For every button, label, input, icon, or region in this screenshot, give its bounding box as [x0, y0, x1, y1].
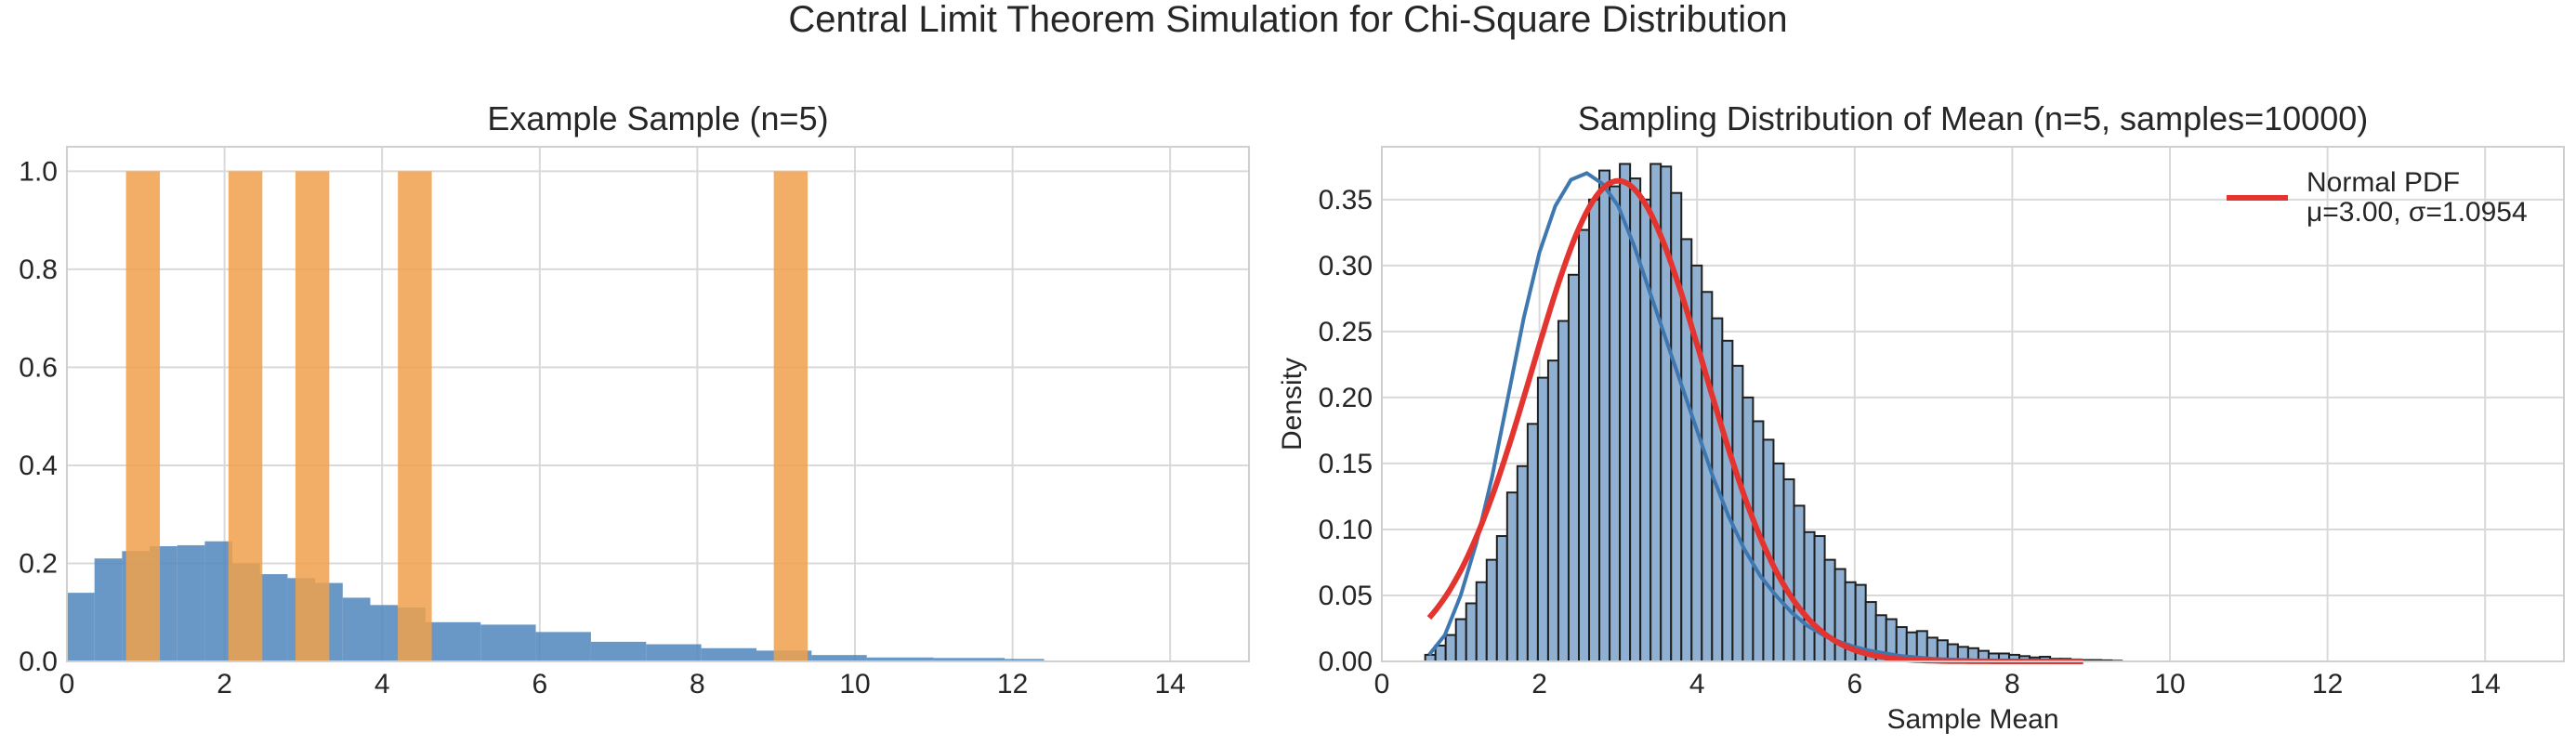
- sampling-bar: [1465, 602, 1478, 662]
- left-xtick-label: 8: [690, 669, 705, 699]
- sample-bar: [228, 171, 263, 661]
- population-bar: [811, 655, 867, 661]
- left-xtick-label: 0: [59, 669, 75, 699]
- sample-bar: [295, 171, 330, 661]
- sample-bar: [398, 171, 432, 661]
- sampling-bar: [1588, 198, 1601, 662]
- right-xtick-label: 12: [2312, 669, 2343, 699]
- sampling-bar: [1598, 169, 1611, 663]
- right-ytick-label: 0.20: [1319, 383, 1373, 413]
- sampling-bar: [1567, 273, 1580, 662]
- sample-histogram: [125, 171, 808, 661]
- sampling-bar: [1619, 163, 1632, 662]
- right-xtick-label: 0: [1374, 669, 1390, 699]
- left-ytick-label: 0.4: [19, 451, 58, 481]
- population-bar: [701, 647, 756, 661]
- right-ytick-label: 0.35: [1319, 185, 1373, 216]
- right-ytick-label: 0.05: [1319, 581, 1373, 611]
- sampling-bar: [1475, 581, 1488, 662]
- sampling-bar: [1546, 359, 1559, 662]
- legend: Normal PDF μ=3.00, σ=1.0954: [2227, 167, 2528, 228]
- panel-example-sample: 0 2 4 6 8 10 12 14 0.0 0.2 0.4 0.6 0.8 1.0 Example Sa…: [19, 99, 1250, 699]
- left-ytick-label: 0.2: [19, 548, 58, 579]
- sampling-bar: [1444, 634, 1457, 662]
- population-bar: [933, 658, 1005, 661]
- spine-right: [1381, 146, 2565, 662]
- left-ytick-label: 0.6: [19, 352, 58, 383]
- title-right: Sampling Distribution of Mean (n=5, samp…: [1578, 99, 2368, 137]
- sampling-bar: [1813, 535, 1826, 662]
- right-xtick-label: 8: [2004, 669, 2020, 699]
- sampling-bar: [1495, 535, 1508, 662]
- left-ytick-label: 1.0: [19, 156, 58, 187]
- ticks-right: 0 2 4 6 8 10 12 14 0.00 0.05 0.10 0.15 0.20 0.25 0.30 0…: [1319, 185, 2501, 699]
- population-bar: [646, 644, 702, 661]
- sample-bar: [125, 171, 161, 661]
- sampling-bar: [1424, 653, 1437, 663]
- population-bar: [535, 632, 591, 661]
- population-bar: [204, 541, 233, 661]
- population-bar: [866, 657, 934, 661]
- xlabel-right: Sample Mean: [1886, 704, 2058, 735]
- right-ytick-label: 0.25: [1319, 317, 1373, 347]
- sampling-bar: [1485, 558, 1498, 662]
- population-bar: [342, 597, 371, 661]
- sampling-bar: [1434, 644, 1447, 663]
- right-ytick-label: 0.30: [1319, 251, 1373, 281]
- title-left: Example Sample (n=5): [487, 99, 828, 137]
- kde-line: [1427, 171, 1974, 662]
- panel-sampling-distribution: 0 2 4 6 8 10 12 14 0.00 0.05 0.10 0.15 0.20 0.25 0.30 0…: [1277, 99, 2565, 735]
- sampling-bar: [1557, 320, 1570, 662]
- right-xtick-label: 2: [1531, 669, 1547, 699]
- population-bar: [480, 624, 536, 661]
- sampling-bar: [1609, 185, 1622, 662]
- right-ytick-label: 0.10: [1319, 515, 1373, 545]
- sampling-bar: [1793, 504, 1806, 663]
- sampling-bar: [1536, 376, 1549, 662]
- left-xtick-label: 14: [1155, 669, 1186, 699]
- left-ytick-label: 0.8: [19, 255, 58, 285]
- population-bar: [1005, 659, 1045, 661]
- left-xtick-label: 10: [839, 669, 870, 699]
- sampling-bar: [1578, 229, 1591, 662]
- left-ytick-label: 0.0: [19, 647, 58, 677]
- sampling-bar: [1803, 530, 1816, 662]
- population-bar: [94, 558, 123, 661]
- sampling-bar: [1701, 291, 1714, 662]
- right-ytick-label: 0.15: [1319, 449, 1373, 479]
- population-bar: [590, 641, 647, 661]
- sample-bar: [773, 171, 808, 661]
- legend-label-line2: μ=3.00, σ=1.0954: [2307, 197, 2528, 228]
- ylabel-right: Density: [1277, 358, 1308, 451]
- right-xtick-label: 10: [2154, 669, 2185, 699]
- sampling-bar: [1823, 558, 1836, 662]
- sampling-bar: [1772, 462, 1785, 662]
- figure-suptitle: Central Limit Theorem Simulation for Chi…: [788, 0, 1787, 40]
- legend-label-line1: Normal PDF: [2307, 167, 2460, 198]
- right-ytick-label: 0.00: [1319, 647, 1373, 677]
- sampling-bar: [1782, 477, 1795, 662]
- population-bar: [425, 621, 481, 661]
- sampling-bar: [1526, 423, 1539, 662]
- right-xtick-label: 14: [2470, 669, 2501, 699]
- sampling-bar: [1454, 618, 1467, 662]
- spine-left: [66, 146, 1250, 662]
- left-xtick-label: 2: [217, 669, 232, 699]
- sampling-bar: [1731, 364, 1744, 662]
- left-xtick-label: 6: [532, 669, 547, 699]
- population-bar: [259, 574, 288, 661]
- right-xtick-label: 4: [1689, 669, 1705, 699]
- left-xtick-label: 4: [375, 669, 390, 699]
- ticks-left: 0 2 4 6 8 10 12 14 0.0 0.2 0.4 0.6 0.8 1.0: [19, 156, 1186, 699]
- sampling-bar: [1741, 396, 1755, 662]
- sampling-bar: [1516, 464, 1529, 662]
- right-xtick-label: 6: [1847, 669, 1862, 699]
- population-bar: [177, 544, 205, 661]
- sampling-bar: [1505, 491, 1518, 663]
- population-bar: [370, 605, 399, 661]
- population-bar: [67, 593, 95, 661]
- left-xtick-label: 12: [997, 669, 1028, 699]
